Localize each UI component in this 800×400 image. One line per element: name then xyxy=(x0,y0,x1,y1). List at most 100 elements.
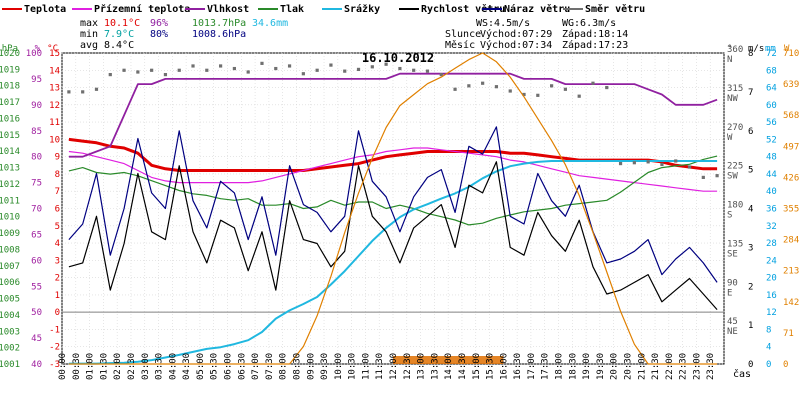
axis-tick-label-direction: W xyxy=(727,133,733,143)
axis-tick-label-ms: 8 xyxy=(748,49,753,59)
x-tick-label: 09:00 xyxy=(306,353,316,380)
sunset: Západ:18:14 xyxy=(562,28,628,40)
x-tick-label: 09:30 xyxy=(320,353,330,380)
axis-tick-label-ms: 3 xyxy=(748,243,753,253)
axis-tick-label-dir: 225 xyxy=(727,162,743,172)
axis-tick-label-hpa: 1019 xyxy=(0,65,20,75)
stats-min-hum: 80% xyxy=(150,29,168,40)
axis-tick-label-hpa: 1008 xyxy=(0,245,20,255)
axis-tick-label-dir: 90 xyxy=(727,278,738,288)
wind-direction-point xyxy=(591,81,595,85)
x-tick-label: 23:30 xyxy=(706,353,716,380)
x-tick-label: 05:00 xyxy=(196,353,206,380)
wind-direction-point xyxy=(508,89,512,93)
axis-tick-label-hpa: 1004 xyxy=(0,311,20,321)
axis-tick-label-hpa: 1012 xyxy=(0,180,20,190)
x-tick-label: 07:30 xyxy=(265,353,275,380)
axis-tick-label-ms: 0 xyxy=(748,360,753,370)
sunrise: Východ:07:29 xyxy=(480,28,552,40)
axis-tick-label-temp: 3 xyxy=(55,256,60,266)
x-tick-label: 01:00 xyxy=(86,353,96,380)
axis-tick-label-pct: 85 xyxy=(31,127,42,137)
axis-tick-label-pct: 95 xyxy=(31,75,42,85)
axis-tick-label-pct: 40 xyxy=(31,360,42,370)
axis-tick-label-mm: 16 xyxy=(766,291,777,301)
wind-direction-point xyxy=(94,87,99,91)
axis-tick-label-pct: 60 xyxy=(31,256,42,266)
axis-tick-label-temp: 15 xyxy=(49,49,60,59)
wind-direction-point xyxy=(163,72,168,77)
axis-tick-label-direction: NE xyxy=(727,327,738,337)
axis-tick-label-ms: 5 xyxy=(748,166,753,176)
axis-tick-label-temp: -2 xyxy=(49,343,60,353)
axis-tick-label-pct: 90 xyxy=(31,101,42,111)
axis-tick-label-hpa: 1015 xyxy=(0,131,20,141)
rain-intensity-bar xyxy=(406,356,421,364)
axis-tick-label-hpa: 1017 xyxy=(0,98,20,108)
grid xyxy=(61,52,725,365)
wind-direction-point xyxy=(715,174,719,178)
wind-direction-point xyxy=(577,94,581,98)
axis-tick-label-mm: 12 xyxy=(766,308,777,318)
wind-direction-point xyxy=(563,87,567,91)
axis-title-dir: ° xyxy=(727,44,732,54)
axis-tick-label-temp: 12 xyxy=(49,101,60,111)
axis-tick-label-hpa: 1016 xyxy=(0,114,20,124)
series-line-vlhkost xyxy=(68,72,718,158)
wind-direction-point xyxy=(660,162,664,167)
axis-tick-label-mm: 40 xyxy=(766,187,777,197)
wind-direction-point xyxy=(67,90,71,94)
sun-label: Slunce xyxy=(445,29,481,40)
x-tick-label: 18:00 xyxy=(555,353,565,380)
axis-tick-label-pct: 100 xyxy=(26,49,42,59)
x-tick-label: 05:30 xyxy=(210,353,220,380)
wind-direction-point xyxy=(356,67,361,72)
axis-tick-label-hpa: 1018 xyxy=(0,82,20,92)
axis-tick-label-temp: -3 xyxy=(49,360,60,370)
x-tick-label: 08:30 xyxy=(292,353,302,380)
axis-tick-label-temp: 5 xyxy=(55,222,60,232)
series-line-sr-ky xyxy=(68,160,718,365)
axis-tick-label-temp: 11 xyxy=(49,118,60,128)
axis-tick-label-dir: 135 xyxy=(727,239,743,249)
wind-direction-point xyxy=(329,63,333,67)
wind-direction-point xyxy=(453,87,457,91)
axis-tick-label-mm: 0 xyxy=(766,360,771,370)
x-tick-label: 15:00 xyxy=(472,353,482,380)
wind-direction-point xyxy=(150,68,154,72)
axis-tick-label-watt: 710 xyxy=(783,49,799,59)
axis-tick-label-temp: 14 xyxy=(49,66,60,76)
axis-tick-label-watt: 639 xyxy=(783,80,799,90)
wind-direction-point xyxy=(177,68,181,72)
axis-tick-label-temp: 8 xyxy=(55,170,60,180)
axes-layer: hPa1001100210031004100510061007100810091… xyxy=(0,44,799,380)
axis-tick-label-temp: 4 xyxy=(55,239,60,249)
axis-title-ms: m/s xyxy=(748,44,764,54)
stats-max-temp: 10.1°C xyxy=(104,18,140,29)
axis-tick-label-hpa: 1020 xyxy=(0,49,20,59)
wind-direction-point xyxy=(205,68,209,72)
axis-tick-label-hpa: 1006 xyxy=(0,278,20,288)
axis-tick-label-hpa: 1013 xyxy=(0,164,20,174)
axis-tick-label-mm: 32 xyxy=(766,222,777,232)
wind-direction-point xyxy=(439,72,443,77)
rain-intensity-bar xyxy=(461,356,476,364)
axis-tick-label-hpa: 1009 xyxy=(0,229,20,239)
wind-direction-point xyxy=(494,85,499,89)
x-tick-label: 12:30 xyxy=(403,353,413,380)
axis-tick-label-mm: 68 xyxy=(766,66,777,76)
x-tick-label: 08:00 xyxy=(279,353,289,380)
x-tick-label: 06:00 xyxy=(224,353,234,380)
wind-direction-point xyxy=(136,70,140,74)
axis-tick-label-mm: 24 xyxy=(766,256,777,266)
legend-label: Rychlost větru xyxy=(421,3,505,15)
series-layer xyxy=(67,52,719,365)
x-tick-label: 14:00 xyxy=(444,353,454,380)
stats-row-label: min xyxy=(80,29,98,40)
x-tick-label: 03:30 xyxy=(155,353,165,380)
legend-label: Tlak xyxy=(280,4,304,15)
wind-direction-point xyxy=(219,64,223,68)
